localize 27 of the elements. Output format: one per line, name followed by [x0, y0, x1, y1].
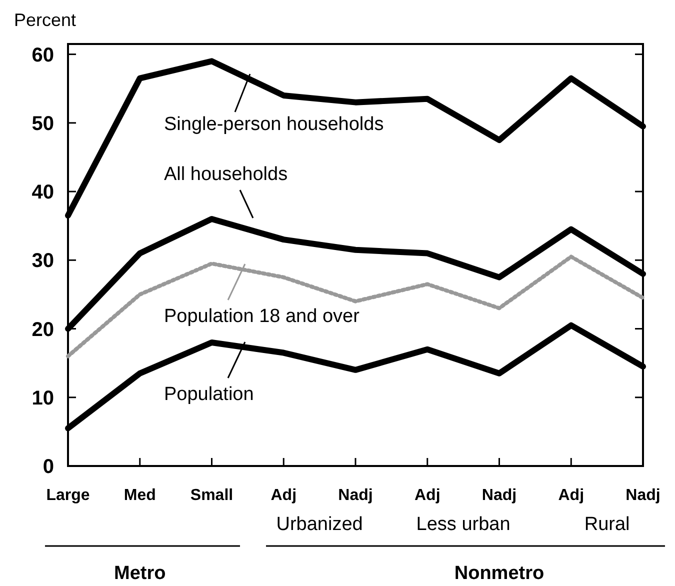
- legend-label: Population 18 and over: [164, 306, 360, 327]
- legend-label: Single-person households: [164, 114, 384, 135]
- y-tick-label: 30: [32, 250, 54, 272]
- x-tick-label: Large: [46, 487, 90, 504]
- text: All households: [164, 164, 288, 185]
- y-tick-label: 20: [32, 318, 54, 341]
- x-tick-label: Med: [124, 487, 156, 504]
- x-tick-label: Small: [190, 487, 234, 504]
- x-tick-label: Adj: [558, 487, 584, 504]
- text: Nonmetro: [454, 563, 544, 584]
- text: Metro: [114, 563, 166, 584]
- x-tick-label: Nadj: [482, 487, 517, 504]
- y-tick-label: 0: [42, 456, 54, 478]
- y-tick-label: 10: [32, 387, 54, 410]
- line-series: [66, 254, 645, 358]
- y-tick-label: 50: [32, 112, 54, 135]
- y-tick-label: 60: [32, 44, 54, 66]
- legend-label: Population: [164, 384, 254, 405]
- y-axis-title: Percent: [14, 10, 76, 30]
- x-tick-label: Adj: [270, 487, 297, 504]
- x-tick-label: Adj: [414, 487, 440, 504]
- text: Less urban: [416, 514, 510, 535]
- text: Rural: [584, 514, 630, 535]
- text: Urbanized: [276, 514, 363, 535]
- y-tick-label: 40: [32, 182, 54, 204]
- x-tick-label: Nadj: [338, 487, 373, 504]
- x-tick-label: Nadj: [626, 487, 660, 504]
